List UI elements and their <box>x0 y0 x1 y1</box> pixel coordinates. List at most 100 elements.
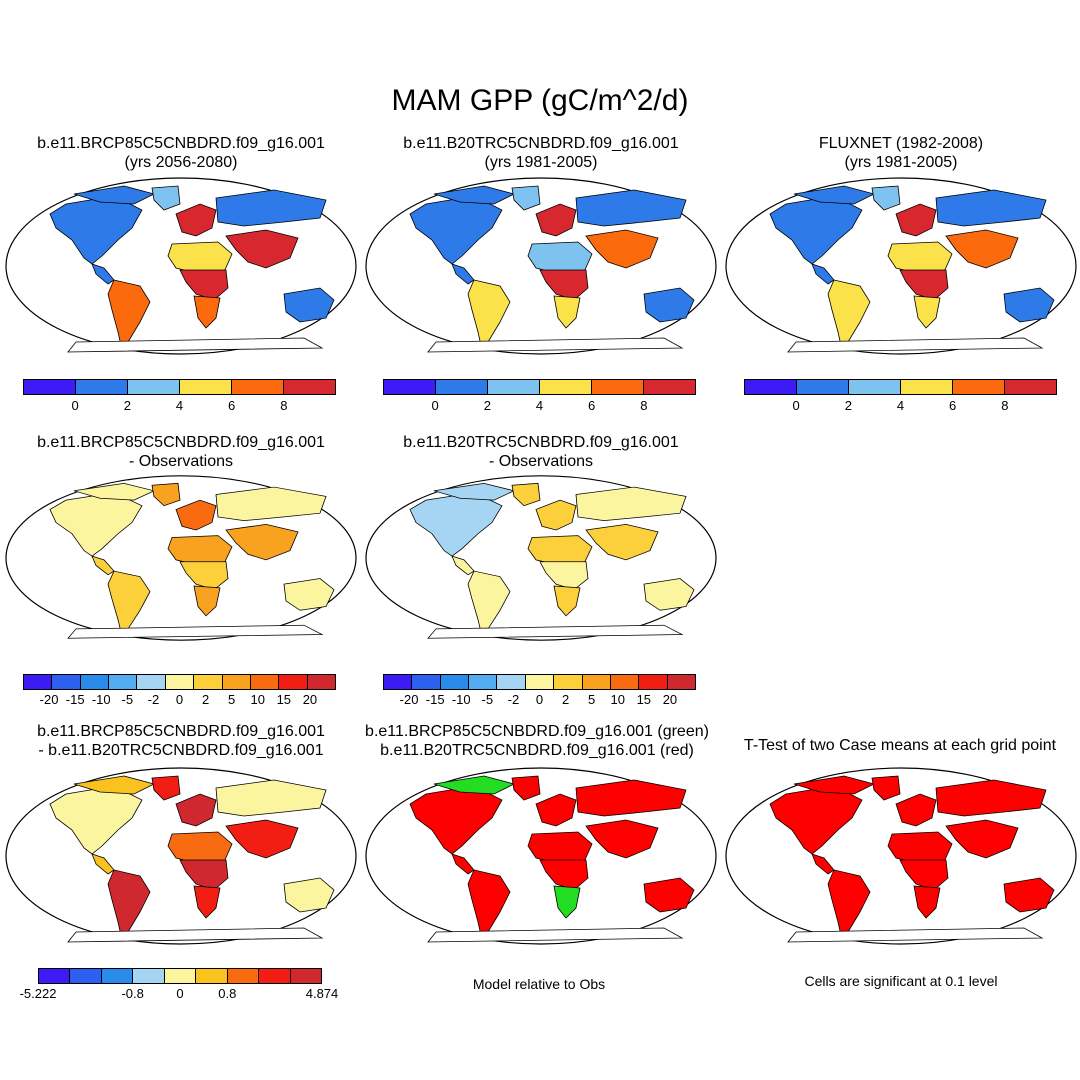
colorbar-swatch <box>259 969 291 983</box>
colorbar-swatch <box>610 675 640 689</box>
colorbar-swatch <box>307 675 335 689</box>
tick-label: 2 <box>561 692 570 707</box>
model-relative-note: Model relative to Obs <box>472 976 606 992</box>
region-greenland <box>871 185 901 211</box>
region-southern-africa <box>553 295 581 329</box>
panel-2-case-name: b.e11.B20TRC5CNBDRD.f09_g16.001 <box>403 135 679 152</box>
colorbar-swatch <box>592 380 644 394</box>
panel-6-subtitle: - b.e11.B20TRC5CNBDRD.f09_g16.001 <box>38 742 324 759</box>
region-central-america <box>451 853 475 875</box>
tick-label: -2 <box>147 692 160 707</box>
colorbar-swatch <box>745 380 797 394</box>
region-northern-asia <box>215 779 327 817</box>
colorbar-swatch <box>639 675 668 689</box>
region-southern-africa <box>193 585 221 617</box>
region-northern-asia <box>575 779 687 817</box>
region-europe <box>175 793 217 827</box>
region-canada-arctic <box>433 482 516 501</box>
region-northern-asia <box>215 189 327 227</box>
panel-1-case-name: b.e11.BRCP85C5CNBDRD.f09_g16.001 <box>37 135 325 152</box>
region-europe <box>175 203 217 237</box>
panel-2-title: b.e11.B20TRC5CNBDRD.f09_g16.001 (yrs 198… <box>360 134 722 172</box>
tick-label: 10 <box>250 692 265 707</box>
colorbar-swatch <box>525 675 555 689</box>
colorbar-panel-4 <box>23 674 336 690</box>
panel-6-title: b.e11.BRCP85C5CNBDRD.f09_g16.001 - b.e11… <box>0 722 362 760</box>
tick-label: 10 <box>610 692 625 707</box>
colorbar-swatch <box>164 969 197 983</box>
tick-label: 0 <box>792 398 800 413</box>
region-europe <box>535 793 577 827</box>
region-northern-asia <box>935 779 1047 817</box>
tick-label: 6 <box>228 398 236 413</box>
colorbar-swatch <box>232 380 284 394</box>
panel-3-title: FLUXNET (1982-2008) (yrs 1981-2005) <box>720 134 1080 172</box>
region-southern-africa <box>193 295 221 329</box>
colorbar-swatch <box>137 675 166 689</box>
tick-label: 0 <box>175 692 184 707</box>
colorbar-swatch <box>436 380 488 394</box>
panel-3-years: (yrs 1981-2005) <box>844 154 958 171</box>
tick-label: 4 <box>175 398 184 413</box>
colorbar-swatch <box>196 969 228 983</box>
region-canada-arctic <box>73 775 156 795</box>
region-north-america <box>49 492 143 557</box>
region-central-america <box>451 555 475 576</box>
panel-2-years: (yrs 1981-2005) <box>484 154 598 171</box>
region-canada-arctic <box>793 775 876 795</box>
colorbar-swatch <box>290 969 321 983</box>
colorbar-swatch <box>24 675 53 689</box>
colorbar-panel-6 <box>38 968 322 984</box>
region-greenland <box>151 482 181 507</box>
colorbar-swatch <box>194 675 223 689</box>
region-north-america <box>409 195 503 265</box>
colorbar-swatch <box>554 675 583 689</box>
tick-label: 5 <box>228 692 236 707</box>
tick-label: 8 <box>280 398 288 413</box>
tick-label: 20 <box>662 692 678 707</box>
region-south-asia <box>585 524 659 561</box>
region-north-america <box>49 195 143 265</box>
colorbar-swatch <box>165 675 195 689</box>
region-australia <box>1003 877 1055 913</box>
panel-4-title: b.e11.BRCP85C5CNBDRD.f09_g16.001 - Obser… <box>0 433 362 471</box>
region-north-america <box>409 785 503 855</box>
colorbar-swatch <box>901 380 953 394</box>
panel-8-ttest-label: T-Test of two Case means at each grid po… <box>743 737 1057 754</box>
tick-label: 15 <box>276 692 292 707</box>
colorbar-swatch <box>384 675 413 689</box>
colorbar-swatch <box>412 675 441 689</box>
panel-7-case-red: b.e11.B20TRC5CNBDRD.f09_g16.001 (red) <box>380 742 694 759</box>
region-antarctica <box>427 624 684 639</box>
region-southern-africa <box>553 585 581 617</box>
tick-label: -5 <box>121 692 134 707</box>
region-europe <box>895 203 937 237</box>
colorbar-swatch <box>101 969 134 983</box>
tick-label: -20 <box>399 692 419 707</box>
region-australia <box>1003 287 1055 323</box>
colorbar-swatch <box>24 380 76 394</box>
region-antarctica <box>67 337 324 353</box>
region-south-asia <box>585 819 659 859</box>
tick-label: -5 <box>481 692 494 707</box>
tick-label: -15 <box>65 692 85 707</box>
colorbar-swatch <box>133 969 165 983</box>
region-australia <box>643 578 695 611</box>
panel-4-subtitle: - Observations <box>128 453 234 470</box>
region-australia <box>643 287 695 323</box>
region-greenland <box>151 185 181 211</box>
region-north-america <box>769 785 863 855</box>
tick-label: 8 <box>640 398 648 413</box>
region-southern-africa <box>553 885 581 919</box>
tick-label: 8 <box>1001 398 1009 413</box>
region-antarctica <box>67 624 324 639</box>
region-central-america <box>811 853 835 875</box>
region-greenland <box>511 185 541 211</box>
region-south-asia <box>225 229 299 269</box>
tick-label: 5 <box>588 692 596 707</box>
region-southern-africa <box>913 885 941 919</box>
tick-label: 4 <box>535 398 544 413</box>
tick-label: 0 <box>176 986 184 1001</box>
region-south-asia <box>945 819 1019 859</box>
region-australia <box>283 287 335 323</box>
